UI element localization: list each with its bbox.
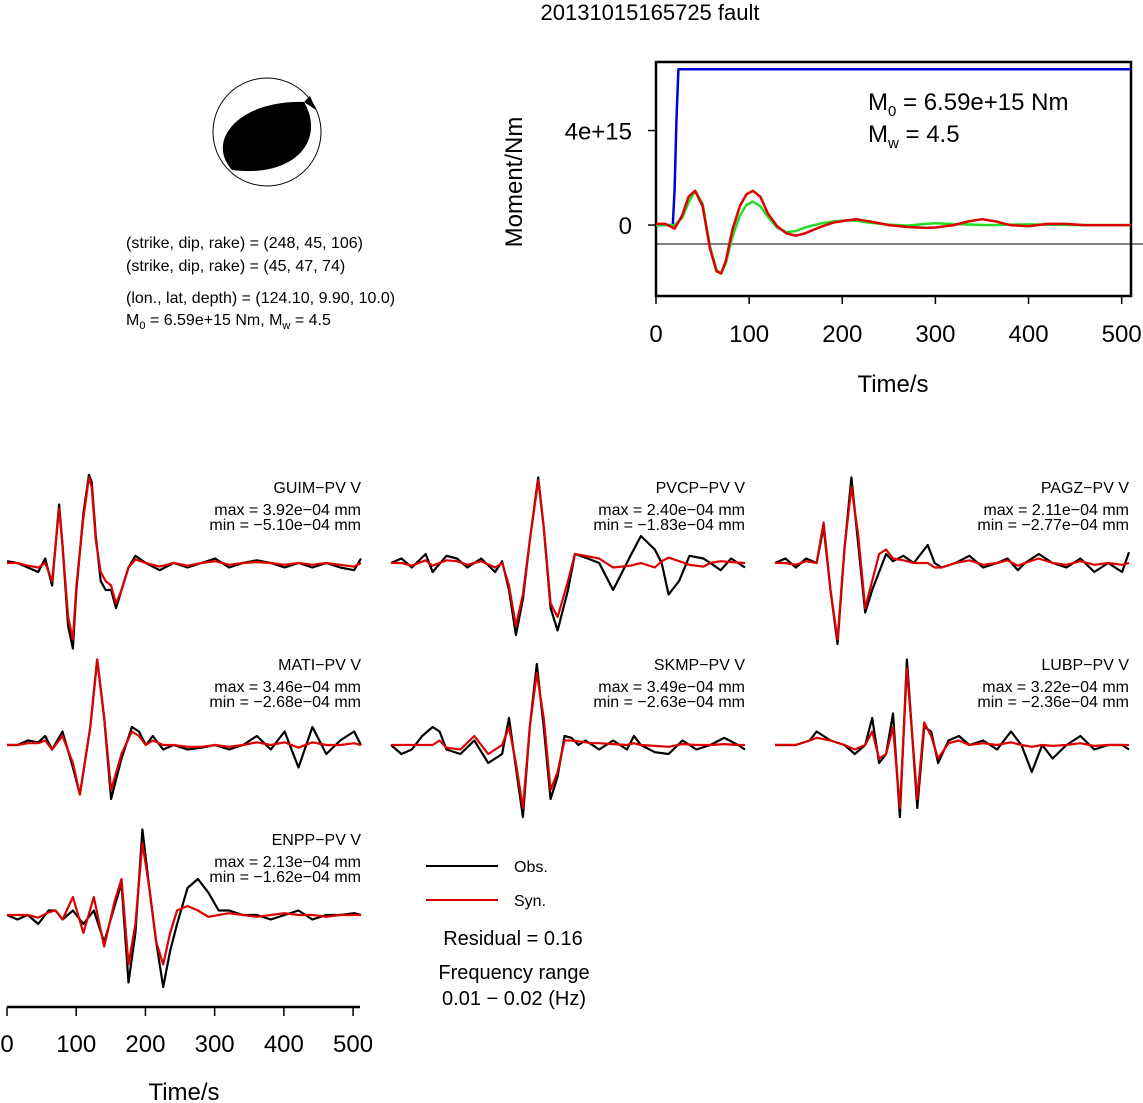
moment-plot-frame bbox=[654, 60, 1133, 298]
waveform-x-tick-label: 400 bbox=[264, 1031, 304, 1058]
waveform-x-tick-label: 300 bbox=[195, 1031, 235, 1058]
station-syn-trace bbox=[391, 479, 746, 628]
station-min: min = −1.62e−04 mm bbox=[209, 869, 361, 886]
station-max: max = 2.40e−04 mm bbox=[598, 502, 745, 519]
station-name: SKMP−PV V bbox=[654, 657, 745, 674]
station-syn-trace bbox=[391, 671, 745, 810]
waveform-x-tick-label: 200 bbox=[125, 1031, 165, 1058]
station-min: min = −2.77e−04 mm bbox=[977, 517, 1129, 534]
station-syn-trace bbox=[775, 667, 1129, 810]
station-min: min = −5.10e−04 mm bbox=[209, 517, 361, 534]
moment-x-ticks: 0 100 200 300 400 500 bbox=[649, 296, 1142, 348]
station-max: max = 3.46e−04 mm bbox=[214, 679, 361, 696]
waveform-x-tick-label: 0 bbox=[0, 1031, 13, 1058]
station-name: GUIM−PV V bbox=[273, 480, 361, 497]
moment-x-tick-label: 300 bbox=[915, 321, 955, 348]
station-max: max = 3.22e−04 mm bbox=[982, 679, 1129, 696]
station-max: max = 3.49e−04 mm bbox=[598, 679, 745, 696]
station-obs-trace bbox=[390, 662, 746, 819]
moment-y-label: Moment/Nm bbox=[501, 117, 528, 248]
station-max: max = 2.11e−04 mm bbox=[983, 502, 1129, 519]
station-min: min = −1.83e−04 mm bbox=[593, 517, 745, 534]
station-obs-trace bbox=[6, 473, 362, 650]
station-min: min = −2.36e−04 mm bbox=[977, 694, 1129, 711]
station-max: max = 3.92e−04 mm bbox=[214, 502, 361, 519]
moment-x-tick-label: 0 bbox=[649, 321, 662, 348]
moment-x-tick-label: 400 bbox=[1009, 321, 1049, 348]
station-min: min = −2.68e−04 mm bbox=[209, 694, 361, 711]
waveform-x-ticks: 0 100 200 300 400 500 bbox=[0, 1007, 373, 1058]
beachball-small-dilatation bbox=[304, 96, 316, 110]
plane2-text: (strike, dip, rake) = (45, 47, 74) bbox=[126, 258, 345, 275]
station-name: MATI−PV V bbox=[278, 657, 361, 674]
waveform-x-tick-label: 100 bbox=[56, 1031, 96, 1058]
station-max: max = 2.13e−04 mm bbox=[214, 854, 361, 871]
waveform-x-tick-label: 500 bbox=[333, 1031, 373, 1058]
moment-mw-annotation: Mw = 4.5 bbox=[868, 121, 960, 152]
moment-x-tick-label: 200 bbox=[822, 321, 862, 348]
station-syn-trace bbox=[7, 658, 362, 796]
location-text: (lon., lat, depth) = (124.10, 9.90, 10.0… bbox=[126, 290, 395, 307]
moment-x-tick-label: 100 bbox=[729, 321, 769, 348]
figure-title: 20131015165725 fault bbox=[541, 0, 760, 25]
station-name: LUBP−PV V bbox=[1041, 657, 1129, 674]
station-name: ENPP−PV V bbox=[272, 832, 362, 849]
frequency-range-label: Frequency range bbox=[438, 962, 589, 984]
legend-syn-label: Syn. bbox=[514, 893, 546, 910]
waveform-legend: Obs. Syn. bbox=[426, 859, 548, 910]
moment-function-plot: 0 100 200 300 400 500 0 4e+15 Time/s Moment/Nm… bbox=[501, 60, 1143, 398]
plane1-text: (strike, dip, rake) = (248, 45, 106) bbox=[126, 235, 363, 252]
moment-y-tick-label: 0 bbox=[619, 213, 632, 240]
residual-text: Residual = 0.16 bbox=[443, 928, 583, 950]
station-syn-trace bbox=[7, 841, 361, 966]
focal-parameters: (strike, dip, rake) = (248, 45, 106) (st… bbox=[126, 235, 395, 332]
legend-obs-label: Obs. bbox=[514, 859, 548, 876]
moment-x-label: Time/s bbox=[857, 371, 928, 398]
moment-y-tick-label: 4e+15 bbox=[565, 119, 632, 146]
moment-series-group bbox=[656, 68, 1131, 275]
moment-series-line-1 bbox=[656, 189, 1131, 275]
beachball-compression-area bbox=[222, 101, 312, 172]
station-name: PVCP−PV V bbox=[656, 480, 746, 497]
moment-m0-annotation: M0 = 6.59e+15 Nm bbox=[868, 89, 1068, 120]
waveform-time-axis: 0 100 200 300 400 500 Time/s bbox=[0, 1005, 373, 1103]
moment-series-line-2 bbox=[656, 189, 1131, 275]
station-obs-trace bbox=[7, 658, 362, 801]
frequency-range-value: 0.01 − 0.02 (Hz) bbox=[442, 988, 586, 1010]
station-name: PAGZ−PV V bbox=[1041, 480, 1130, 497]
station-syn-trace bbox=[7, 476, 362, 641]
station-min: min = −2.63e−04 mm bbox=[593, 694, 745, 711]
station-obs-trace bbox=[390, 476, 746, 637]
waveform-x-label: Time/s bbox=[148, 1079, 219, 1103]
moment-x-tick-label: 500 bbox=[1102, 321, 1142, 348]
moment-summary-text: M0 = 6.59e+15 Nm, Mw = 4.5 bbox=[126, 312, 331, 332]
beachball bbox=[212, 77, 322, 187]
station-syn-trace bbox=[775, 485, 1130, 641]
moment-y-ticks: 0 4e+15 bbox=[565, 119, 656, 240]
